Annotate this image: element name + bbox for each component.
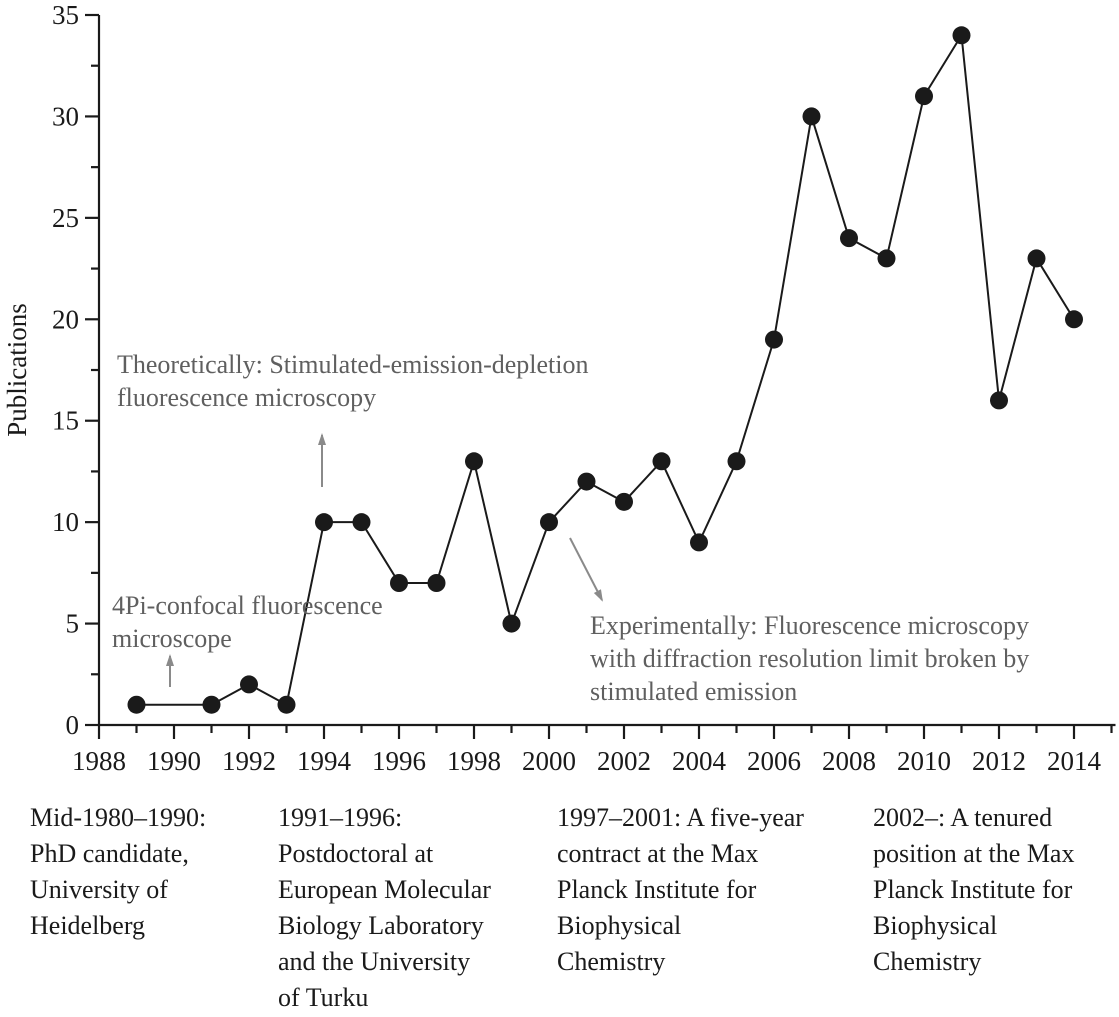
data-point-2003 [652, 452, 671, 471]
data-point-1997 [427, 574, 446, 592]
data-point-1999 [502, 614, 521, 633]
annotation-text: fluorescence microscopy [117, 383, 376, 412]
x-tick-label: 1988 [72, 746, 126, 776]
x-tick-label: 1992 [222, 746, 276, 776]
data-point-1993 [277, 695, 296, 714]
data-point-2009 [877, 249, 896, 268]
x-tick-label: 2008 [822, 746, 876, 776]
y-tick-label: 25 [52, 203, 79, 233]
x-tick-label: 2004 [672, 746, 727, 776]
data-point-1996 [390, 574, 408, 592]
data-point-2011 [952, 26, 971, 45]
data-point-2007 [802, 107, 821, 126]
x-tick-label: 1998 [447, 746, 501, 776]
period-line: University of [30, 875, 168, 904]
x-tick-label: 2014 [1047, 746, 1102, 776]
annotation-text: with diffraction resolution limit broken… [590, 644, 1029, 673]
data-point-1989 [127, 695, 146, 714]
series-line [127, 26, 1083, 714]
data-point-1992 [240, 675, 258, 694]
period-line: 1991–1996: [278, 803, 403, 832]
data-point-2002 [615, 492, 633, 511]
period-line: contract at the Max [557, 839, 759, 868]
y-tick-label: 30 [52, 101, 79, 131]
data-point-1991 [202, 695, 221, 714]
publications-chart: 1988 1990 1992 1994 1996 1998 2000 2002 2004 2006… [2, 0, 1116, 776]
period-line: of Turku [278, 983, 369, 1012]
data-point-2014 [1065, 310, 1083, 329]
period-line: Heidelberg [30, 911, 146, 940]
data-point-2008 [840, 229, 858, 248]
axes: 1988 1990 1992 1994 1996 1998 2000 2002 2004 2006… [52, 0, 1116, 776]
arrow-up-icon-head [318, 433, 326, 445]
data-point-2012 [990, 391, 1008, 410]
y-tick-label: 35 [52, 0, 79, 30]
y-axis-label: Publications [2, 303, 32, 437]
x-tick-label: 2002 [597, 746, 651, 776]
arrow-up-icon-head [166, 654, 174, 666]
y-tick-label: 10 [52, 507, 79, 537]
y-tick-label: 15 [52, 406, 79, 436]
data-point-2006 [765, 330, 783, 349]
period-line: Planck Institute for [873, 875, 1073, 904]
x-tick-label: 1990 [147, 746, 201, 776]
period-line: position at the Max [873, 839, 1075, 868]
x-tick-label: 2010 [897, 746, 951, 776]
data-point-2001 [577, 472, 596, 491]
period-line: Chemistry [557, 947, 666, 976]
x-tick-label: 1996 [372, 746, 426, 776]
period-line: PhD candidate, [30, 839, 189, 868]
period-line: Chemistry [873, 947, 982, 976]
period-line: Postdoctoral at [278, 839, 434, 868]
x-tick-label: 2012 [972, 746, 1026, 776]
annotation-text: microscope [112, 624, 232, 653]
annotations: 4Pi-confocal fluorescence microscope Theor… [112, 350, 1029, 706]
period-line: Mid-1980–1990: [30, 803, 207, 832]
data-point-1994 [315, 513, 333, 532]
y-tick-label: 0 [66, 710, 80, 740]
period-line: 1997–2001: A five-year [557, 803, 804, 832]
period-tenured: 2002–: A tenured position at the Max Planc… [873, 800, 1074, 980]
period-phd: Mid-1980–1990: PhD candidate, University o… [30, 800, 206, 944]
arrow-down-right-icon-head [593, 589, 603, 602]
period-line: Planck Institute for [557, 875, 757, 904]
data-point-2013 [1027, 249, 1046, 268]
y-tick-label: 5 [66, 609, 80, 639]
period-line: 2002–: A tenured [873, 803, 1053, 832]
annotation-text: stimulated emission [590, 677, 797, 706]
annotation-text: Theoretically: Stimulated-emission-deple… [117, 350, 589, 379]
data-point-2010 [915, 87, 933, 106]
period-line: Biophysical [557, 911, 682, 940]
arrow-down-right-icon [569, 537, 603, 601]
data-point-2005 [727, 452, 746, 471]
x-tick-label: 1994 [297, 746, 352, 776]
annotation-text: Experimentally: Fluorescence microscopy [590, 611, 1029, 640]
data-point-1995 [352, 513, 371, 532]
period-line: European Molecular [278, 875, 491, 904]
period-line: Biology Laboratory [278, 911, 484, 940]
data-point-2004 [690, 533, 708, 552]
period-line: Biophysical [873, 911, 998, 940]
x-tick-label: 2000 [522, 746, 576, 776]
period-postdoc: 1991–1996: Postdoctoral at European Molecu… [278, 800, 491, 1016]
period-line: and the University [278, 947, 471, 976]
y-tick-label: 20 [52, 304, 79, 334]
annotation-text: 4Pi-confocal fluorescence [112, 591, 383, 620]
data-point-2000 [540, 513, 558, 532]
x-tick-label: 2006 [747, 746, 801, 776]
data-point-1998 [465, 452, 483, 471]
period-contract: 1997–2001: A five-year contract at the Ma… [557, 800, 804, 980]
